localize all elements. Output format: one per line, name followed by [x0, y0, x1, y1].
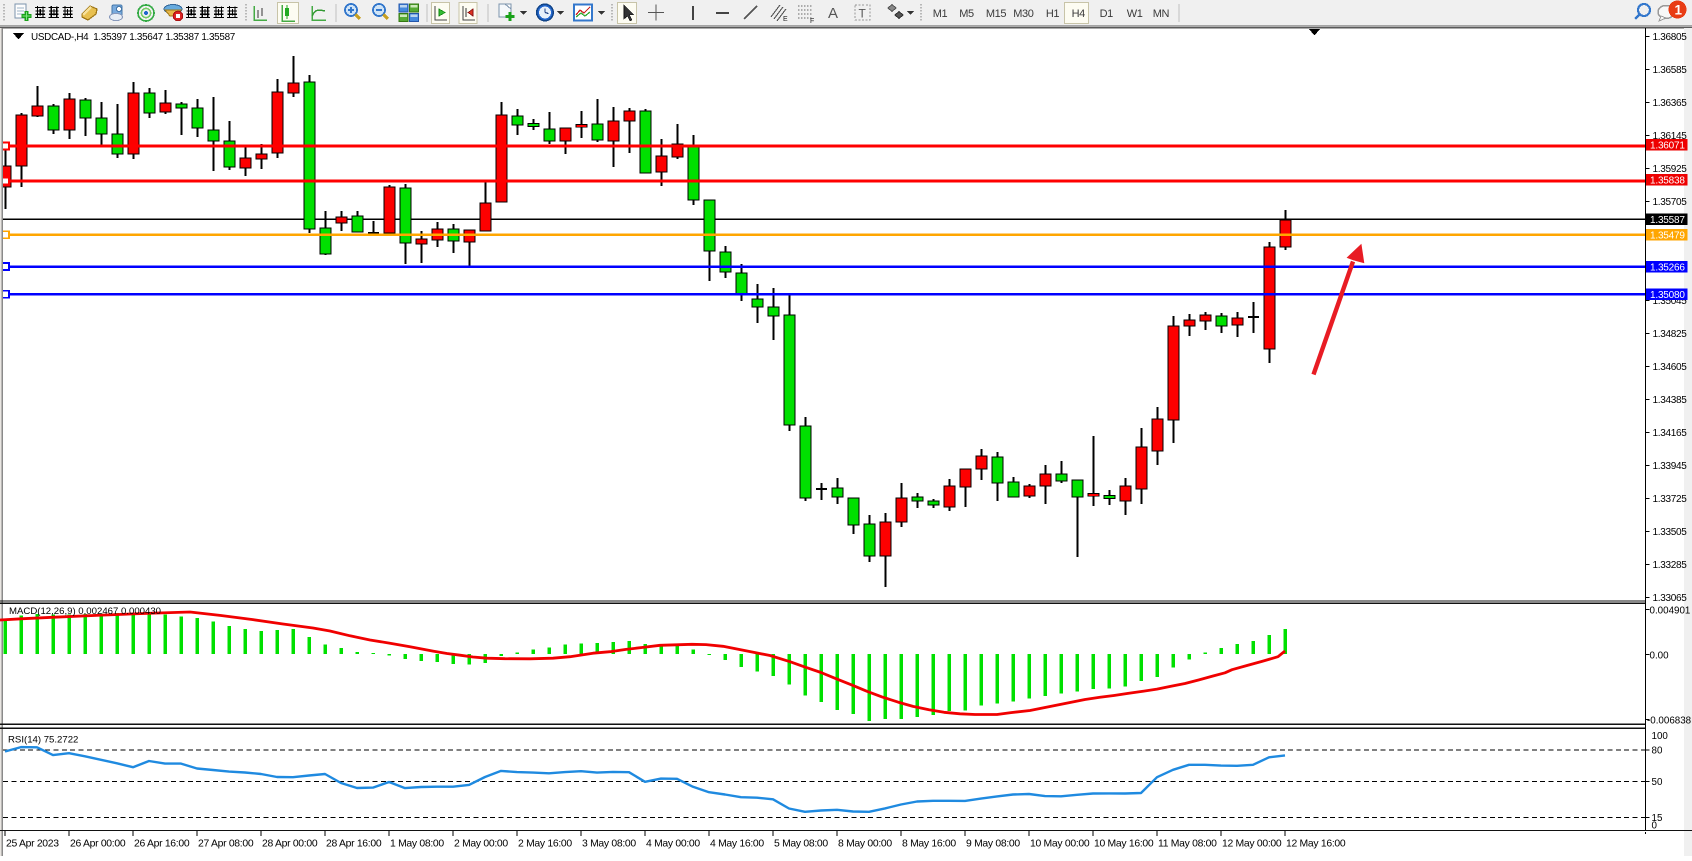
svg-text:1.36071: 1.36071: [1650, 141, 1685, 152]
svg-text:2 May 00:00: 2 May 00:00: [454, 839, 508, 850]
svg-text:1.33945: 1.33945: [1653, 461, 1688, 472]
svg-text:1.34605: 1.34605: [1653, 362, 1688, 373]
svg-text:1.34165: 1.34165: [1653, 428, 1688, 439]
svg-text:1.35838: 1.35838: [1650, 176, 1685, 187]
svg-text:8 May 00:00: 8 May 00:00: [838, 839, 892, 850]
svg-text:2 May 16:00: 2 May 16:00: [518, 839, 572, 850]
svg-text:0.00: 0.00: [1650, 650, 1670, 661]
svg-text:M5: M5: [959, 8, 974, 20]
svg-text:E: E: [783, 16, 788, 23]
svg-text:H4: H4: [1072, 8, 1086, 20]
svg-text:RSI(14) 75.2722: RSI(14) 75.2722: [8, 735, 78, 746]
svg-text:M30: M30: [1013, 8, 1033, 20]
svg-text:USDCAD-,H4 1.35397 1.35647 1.: USDCAD-,H4 1.35397 1.35647 1.35387 1.355…: [31, 32, 235, 43]
svg-text:1.36805: 1.36805: [1653, 32, 1688, 43]
svg-text:-0.006838: -0.006838: [1647, 715, 1692, 726]
svg-text:1.35925: 1.35925: [1653, 164, 1688, 175]
svg-text:1.36365: 1.36365: [1653, 98, 1688, 109]
svg-text:10 May 00:00: 10 May 00:00: [1030, 839, 1090, 850]
svg-text:1.34385: 1.34385: [1653, 395, 1688, 406]
svg-text:0: 0: [1652, 821, 1658, 832]
svg-text:1.35479: 1.35479: [1650, 231, 1685, 242]
svg-text:12 May 00:00: 12 May 00:00: [1222, 839, 1282, 850]
svg-text:12 May 16:00: 12 May 16:00: [1286, 839, 1346, 850]
svg-text:80: 80: [1652, 746, 1663, 757]
svg-text:28 Apr 00:00: 28 Apr 00:00: [262, 839, 318, 850]
svg-text:1.33285: 1.33285: [1653, 560, 1688, 571]
svg-text:5 May 08:00: 5 May 08:00: [774, 839, 828, 850]
svg-text:M1: M1: [933, 8, 948, 20]
svg-text:MN: MN: [1153, 8, 1170, 20]
svg-text:0.004901: 0.004901: [1650, 606, 1691, 617]
svg-text:9 May 08:00: 9 May 08:00: [966, 839, 1020, 850]
svg-text:F: F: [810, 18, 814, 25]
svg-text:H1: H1: [1046, 8, 1060, 20]
svg-text:15: 15: [1652, 813, 1663, 824]
svg-text:50: 50: [1652, 777, 1663, 788]
svg-text:1.35080: 1.35080: [1650, 290, 1685, 301]
svg-text:28 Apr 16:00: 28 Apr 16:00: [326, 839, 382, 850]
svg-text:10 May 16:00: 10 May 16:00: [1094, 839, 1154, 850]
svg-text:1.33505: 1.33505: [1653, 527, 1688, 538]
svg-text:1.34825: 1.34825: [1653, 329, 1688, 340]
svg-text:27 Apr 08:00: 27 Apr 08:00: [198, 839, 254, 850]
svg-text:25 Apr 2023: 25 Apr 2023: [6, 839, 59, 850]
svg-text:1 May 08:00: 1 May 08:00: [390, 839, 444, 850]
svg-text:MACD(12,26,9) 0.002467 0.00043: MACD(12,26,9) 0.002467 0.000430: [9, 606, 161, 617]
svg-text:1.35705: 1.35705: [1653, 197, 1688, 208]
svg-text:26 Apr 16:00: 26 Apr 16:00: [134, 839, 190, 850]
svg-text:3 May 08:00: 3 May 08:00: [582, 839, 636, 850]
svg-text:4 May 00:00: 4 May 00:00: [646, 839, 700, 850]
svg-text:1: 1: [1675, 3, 1683, 18]
svg-text:100: 100: [1652, 731, 1669, 742]
svg-text:A: A: [828, 5, 838, 22]
svg-text:W1: W1: [1127, 8, 1143, 20]
svg-text:T: T: [859, 7, 867, 21]
svg-text:1.36145: 1.36145: [1653, 131, 1688, 142]
svg-text:1.33065: 1.33065: [1653, 593, 1688, 604]
svg-text:4 May 16:00: 4 May 16:00: [710, 839, 764, 850]
svg-text:1.33725: 1.33725: [1653, 494, 1688, 505]
svg-text:M15: M15: [986, 8, 1006, 20]
svg-text:1.35045: 1.35045: [1653, 296, 1688, 307]
svg-text:1.35587: 1.35587: [1650, 215, 1685, 226]
svg-text:D1: D1: [1100, 8, 1114, 20]
svg-text:1.35266: 1.35266: [1650, 262, 1685, 273]
svg-text:1.36585: 1.36585: [1653, 65, 1688, 76]
svg-text:8 May 16:00: 8 May 16:00: [902, 839, 956, 850]
svg-text:26 Apr 00:00: 26 Apr 00:00: [70, 839, 126, 850]
svg-text:11 May 08:00: 11 May 08:00: [1158, 839, 1217, 850]
